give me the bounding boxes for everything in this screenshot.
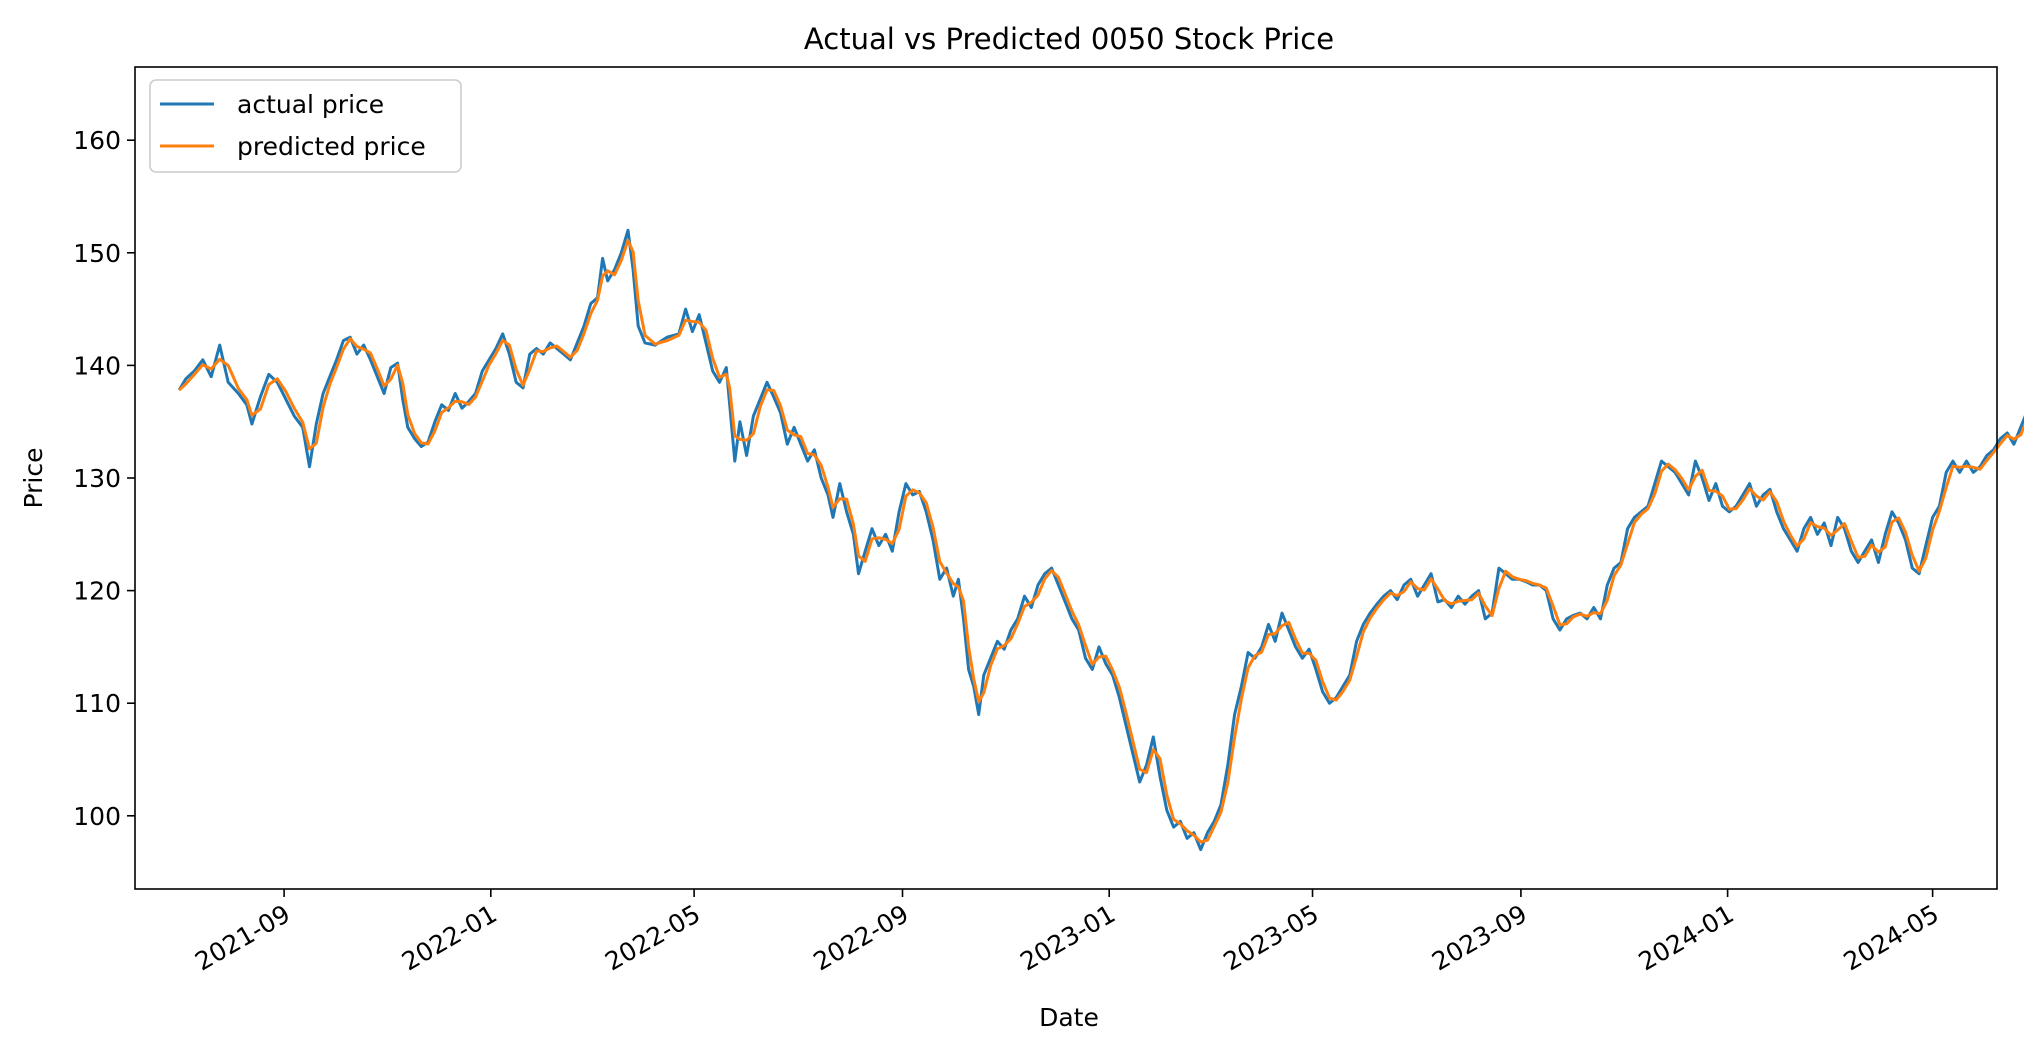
- y-tick-label: 140: [73, 351, 121, 380]
- x-tick-label: 2023-05: [1219, 899, 1324, 976]
- x-tick-label: 2022-01: [397, 899, 502, 976]
- x-tick-label: 2023-09: [1427, 899, 1532, 976]
- y-axis: 100 110 120 130 140 150 160: [73, 126, 135, 831]
- x-axis-label: Date: [1039, 1003, 1099, 1032]
- x-axis: 2021-09 2022-01 2022-05 2022-09 2023-01 2023-…: [190, 889, 1944, 976]
- legend-label-actual: actual price: [237, 90, 384, 119]
- x-tick-label: 2022-09: [809, 899, 914, 976]
- y-tick-label: 110: [73, 689, 121, 718]
- y-axis-label: Price: [19, 448, 48, 509]
- legend-box: [149, 79, 462, 173]
- plot-area: [177, 228, 2024, 852]
- legend-label-predicted: predicted price: [237, 132, 426, 161]
- plot-frame: [134, 66, 1998, 890]
- y-tick-label: 150: [73, 239, 121, 268]
- y-tick-label: 100: [73, 802, 121, 831]
- chart-title: Actual vs Predicted 0050 Stock Price: [804, 22, 1334, 56]
- y-tick-label: 160: [73, 126, 121, 155]
- legend: actual price predicted price: [149, 79, 462, 173]
- x-tick-label: 2024-01: [1634, 899, 1739, 976]
- series-line-predicted-price: [178, 238, 2024, 844]
- x-tick-label: 2024-05: [1839, 899, 1944, 976]
- y-tick-label: 120: [73, 577, 121, 606]
- series-line-actual-price: [177, 228, 2024, 852]
- x-tick-label: 2023-01: [1015, 899, 1120, 976]
- x-tick-label: 2021-09: [190, 899, 295, 976]
- y-tick-label: 130: [73, 464, 121, 493]
- x-tick-label: 2022-05: [600, 899, 705, 976]
